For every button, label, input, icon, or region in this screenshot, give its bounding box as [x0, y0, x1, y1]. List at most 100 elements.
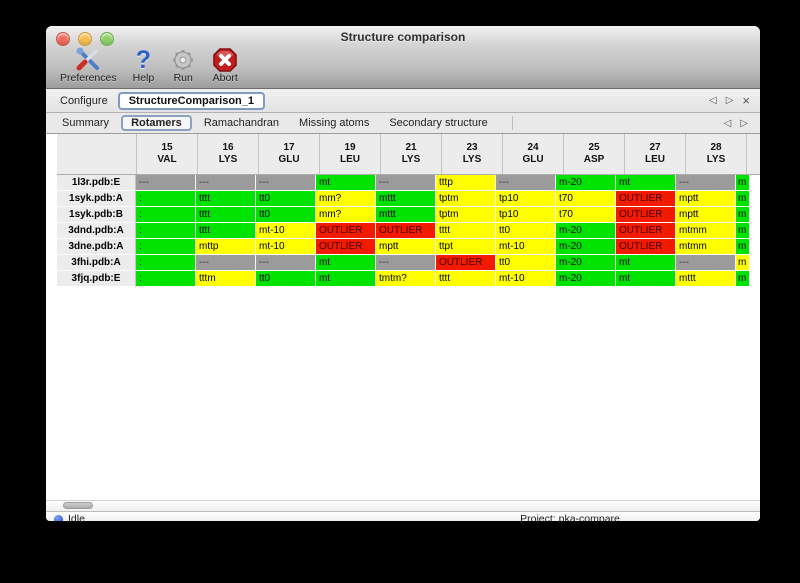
rotamer-cell[interactable]: tptm — [436, 191, 496, 207]
rotamer-cell[interactable]: --- — [496, 175, 556, 191]
rotamer-cell[interactable]: OUTLIER — [616, 207, 676, 223]
rotamer-cell[interactable]: m — [736, 207, 749, 223]
rotamer-cell[interactable]: --- — [136, 175, 196, 191]
rotamer-cell[interactable]: OUTLIER — [316, 223, 376, 239]
tab-summary[interactable]: Summary — [62, 117, 110, 129]
rotamer-cell[interactable]: mt — [616, 271, 676, 287]
rotamer-cell[interactable]: mt — [616, 175, 676, 191]
horizontal-scrollbar[interactable] — [46, 500, 760, 511]
rotamer-cell[interactable]: mt-10 — [256, 223, 316, 239]
rotamer-cell[interactable]: mptt — [676, 191, 736, 207]
rotamer-cell[interactable]: mtmm — [676, 239, 736, 255]
tab-rotamers[interactable]: Rotamers — [121, 115, 192, 131]
rotamer-cell[interactable]: mttt — [376, 191, 436, 207]
column-header-partial — [747, 134, 760, 174]
tab-divider — [511, 116, 513, 130]
table-corner-cell — [57, 134, 137, 174]
rotamer-cell[interactable]: tttt — [436, 223, 496, 239]
rotamer-cell[interactable]: m-20 — [556, 223, 616, 239]
rotamer-cell[interactable]: tt0 — [256, 207, 316, 223]
rotamer-cell[interactable]: m-20 — [556, 271, 616, 287]
rotamer-cell[interactable]: --- — [256, 175, 316, 191]
rotamer-cell[interactable]: mttt — [376, 207, 436, 223]
rotamer-cell[interactable]: --- — [196, 255, 256, 271]
zoom-window-icon[interactable] — [100, 32, 114, 46]
rotamer-cell[interactable]: mttt — [676, 271, 736, 287]
rotamer-cell[interactable]: tttt — [436, 271, 496, 287]
rotamer-cell[interactable]: m — [736, 175, 749, 191]
rotamer-cell[interactable]: m-20 — [556, 175, 616, 191]
rotamer-cell[interactable]: mttp — [196, 239, 256, 255]
rotamer-cell[interactable]: mtmm — [676, 223, 736, 239]
rotamer-cell[interactable]: --- — [676, 255, 736, 271]
rotamer-cell[interactable]: m — [736, 271, 749, 287]
rotamer-cell[interactable]: --- — [376, 175, 436, 191]
rotamer-cell[interactable]: mt-10 — [256, 239, 316, 255]
rotamer-cell[interactable]: mt — [316, 255, 376, 271]
run-button[interactable]: Run — [164, 46, 202, 84]
rotamer-cell[interactable]: mm? — [316, 207, 376, 223]
rotamer-cell[interactable]: m — [736, 255, 749, 271]
close-window-icon[interactable] — [56, 32, 70, 46]
close-job-icon[interactable]: × — [742, 92, 750, 108]
help-button[interactable]: ? Help — [127, 46, 161, 85]
rotamer-cell[interactable]: OUTLIER — [616, 239, 676, 255]
rotamer-cell[interactable]: OUTLIER — [616, 191, 676, 207]
rotamer-cell[interactable]: m-20 — [556, 255, 616, 271]
rotamer-cell[interactable]: --- — [676, 175, 736, 191]
rotamer-cell[interactable]: m — [736, 239, 749, 255]
rotamer-cell[interactable]: tmtm? — [376, 271, 436, 287]
rotamer-cell[interactable]: tttt — [196, 223, 256, 239]
rotamer-cell[interactable]: : — [136, 207, 196, 223]
rotamer-cell[interactable]: OUTLIER — [376, 223, 436, 239]
rotamer-cell[interactable]: tttt — [196, 207, 256, 223]
tab-ramachandran[interactable]: Ramachandran — [203, 117, 280, 129]
minimize-window-icon[interactable] — [78, 32, 92, 46]
rotamer-cell[interactable]: --- — [196, 175, 256, 191]
rotamer-cell[interactable]: : — [136, 191, 196, 207]
rotamer-cell[interactable]: mt — [316, 271, 376, 287]
rotamer-cell[interactable]: mptt — [376, 239, 436, 255]
rotamer-cell[interactable]: OUTLIER — [316, 239, 376, 255]
rotamer-cell[interactable]: OUTLIER — [436, 255, 496, 271]
rotamer-cell[interactable]: OUTLIER — [616, 223, 676, 239]
rotamer-cell[interactable]: mt — [616, 255, 676, 271]
rotamer-cell[interactable]: tp10 — [496, 191, 556, 207]
rotamer-cell[interactable]: mt — [316, 175, 376, 191]
rotamer-cell[interactable]: tt0 — [256, 271, 316, 287]
rotamer-cell[interactable]: tt0 — [496, 223, 556, 239]
rotamer-cell[interactable]: : — [136, 271, 196, 287]
rotamer-cell[interactable]: mptt — [676, 207, 736, 223]
nav-forward-icon[interactable]: ▷ — [725, 95, 734, 106]
rotamer-cell[interactable]: : — [136, 239, 196, 255]
rotamer-cell[interactable]: tptm — [436, 207, 496, 223]
scrollbar-thumb[interactable] — [63, 502, 93, 509]
tabs-back-icon[interactable]: ◁ — [723, 117, 732, 129]
nav-back-icon[interactable]: ◁ — [709, 95, 717, 106]
rotamer-cell[interactable]: m-20 — [556, 239, 616, 255]
rotamer-cell[interactable]: t70 — [556, 191, 616, 207]
rotamer-cell[interactable]: m — [736, 191, 749, 207]
tabs-forward-icon[interactable]: ▷ — [740, 117, 748, 129]
rotamer-cell[interactable]: tp10 — [496, 207, 556, 223]
rotamer-cell[interactable]: t70 — [556, 207, 616, 223]
rotamer-cell[interactable]: tttp — [436, 175, 496, 191]
rotamer-cell[interactable]: mt-10 — [496, 271, 556, 287]
rotamer-cell[interactable]: --- — [256, 255, 316, 271]
rotamer-cell[interactable]: : — [136, 255, 196, 271]
preferences-button[interactable]: Preferences — [54, 46, 123, 84]
rotamer-cell[interactable]: tt0 — [496, 255, 556, 271]
rotamer-cell[interactable]: tttm — [196, 271, 256, 287]
rotamer-cell[interactable]: mt-10 — [496, 239, 556, 255]
rotamer-cell[interactable]: tt0 — [256, 191, 316, 207]
abort-button[interactable]: Abort — [206, 46, 244, 84]
rotamer-cell[interactable]: tttt — [196, 191, 256, 207]
job-name-tab[interactable]: StructureComparison_1 — [117, 91, 266, 110]
rotamer-cell[interactable]: mm? — [316, 191, 376, 207]
rotamer-cell[interactable]: m — [736, 223, 749, 239]
rotamer-cell[interactable]: ttpt — [436, 239, 496, 255]
rotamer-cell[interactable]: : — [136, 223, 196, 239]
tab-secondary-structure[interactable]: Secondary structure — [389, 117, 488, 129]
tab-missing-atoms[interactable]: Missing atoms — [299, 117, 370, 129]
rotamer-cell[interactable]: --- — [376, 255, 436, 271]
